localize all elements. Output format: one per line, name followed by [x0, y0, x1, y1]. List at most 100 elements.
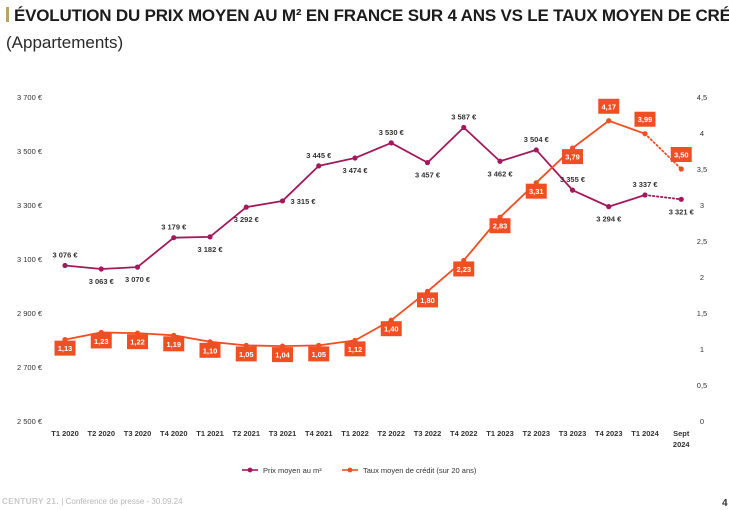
data-label-prix: 3 445 €: [306, 151, 332, 160]
data-label-prix: 3 457 €: [415, 171, 441, 180]
x-tick-label: T1 2024: [631, 429, 659, 438]
y-right-tick-label: 1,5: [697, 309, 707, 318]
data-label-taux: 1,12: [348, 345, 363, 354]
data-label-taux: 3,79: [565, 153, 580, 162]
x-tick-label: 2024: [673, 440, 691, 449]
series-line-prix: [64, 126, 646, 270]
data-label-box-taux: [417, 292, 438, 308]
y-left-tick-label: 2 500 €: [17, 417, 43, 426]
y-left-tick-label: 3 700 €: [17, 93, 43, 102]
data-label-box-taux: [489, 218, 511, 234]
x-tick-label: T1 2023: [486, 429, 514, 438]
y-right-tick-label: 3,5: [697, 165, 707, 174]
data-point: [207, 234, 213, 240]
data-point: [497, 158, 503, 164]
data-label-prix: 3 315 €: [291, 197, 317, 206]
data-label-box-taux: [634, 111, 656, 127]
x-tick-label: T1 2022: [341, 429, 369, 438]
data-labels: 3 076 € 3 063 € 3 070 € 3 179 € 3 182 € 3 292…: [52, 98, 695, 363]
x-tick-label: T4 2022: [450, 429, 478, 438]
y-left-tick-label: 3 100 €: [17, 255, 43, 264]
data-label-prix: 3 504 €: [524, 135, 550, 144]
data-point: [352, 155, 358, 161]
x-tick-label: T2 2020: [87, 429, 115, 438]
y-left-tick-label: 3 500 €: [17, 147, 43, 156]
x-tick-label: T1 2021: [196, 429, 224, 438]
y-right-tick-label: 4: [700, 129, 704, 138]
data-point: [279, 198, 286, 204]
data-point: [606, 204, 612, 210]
y-right-tick-label: 2,5: [697, 237, 707, 246]
y-right-tick-label: 2: [700, 273, 704, 282]
data-label-box-taux: [525, 183, 547, 199]
chart-title: ÉVOLUTION DU PRIX MOYEN AU M² EN FRANCE …: [6, 6, 729, 26]
data-label-taux: 1,04: [275, 351, 290, 360]
series-line-taux: [64, 119, 646, 348]
data-point: [569, 187, 576, 193]
data-label-prix: 3 179 €: [161, 223, 187, 232]
data-point: [461, 124, 467, 131]
data-point: [243, 204, 249, 210]
data-label-taux: 3,50: [674, 151, 689, 160]
x-tick-label: T4 2020: [160, 429, 188, 438]
data-point: [678, 166, 684, 172]
data-label-box-taux: [272, 347, 293, 363]
legend-label: Prix moyen au m²: [263, 466, 322, 475]
y-right-tick-label: 4,5: [697, 93, 707, 102]
data-label-box-taux: [90, 333, 112, 349]
data-label-taux: 1,19: [166, 340, 181, 349]
chart-title-text: ÉVOLUTION DU PRIX MOYEN AU M² EN FRANCE …: [14, 6, 729, 25]
data-label-prix: 3 076 €: [52, 250, 78, 259]
chart-legend: Prix moyen au m² Taux moyen de crédit (su…: [242, 466, 477, 475]
chart-series: [62, 118, 684, 349]
footer-brand: CENTURY 21.: [2, 497, 60, 506]
data-label-taux: 2,83: [493, 222, 508, 231]
x-tick-label: T3 2022: [414, 429, 442, 438]
data-label-prix: 3 530 €: [379, 128, 405, 137]
data-label-prix: 3 321 €: [669, 207, 695, 216]
chart-subtitle: (Appartements): [6, 33, 124, 52]
data-label-box-taux: [235, 346, 257, 362]
data-point: [678, 196, 684, 202]
data-label-box-taux: [670, 147, 692, 162]
data-point: [533, 147, 539, 153]
data-point: [134, 264, 141, 270]
data-label-taux: 1,80: [420, 296, 435, 305]
x-tick-label: T4 2021: [305, 429, 333, 438]
data-point: [642, 131, 648, 137]
y-left-tick-label: 2 700 €: [17, 363, 43, 372]
x-tick-label: T2 2023: [522, 429, 550, 438]
data-label-box-taux: [598, 98, 620, 114]
x-tick-label: Sept: [673, 429, 690, 438]
data-label-box-taux: [163, 336, 185, 352]
y-right-tick-label: 1: [700, 345, 704, 354]
data-label-prix: 3 292 €: [234, 215, 260, 224]
data-point: [424, 160, 431, 166]
data-label-prix: 3 355 €: [560, 175, 586, 184]
data-label-prix: 3 063 €: [89, 277, 115, 286]
data-label-taux: 2,23: [456, 265, 471, 274]
x-tick-label: T2 2021: [232, 429, 260, 438]
y-left-tick-label: 3 300 €: [17, 201, 43, 210]
x-tick-label: T4 2023: [595, 429, 623, 438]
title-accent-bar: [6, 7, 9, 22]
data-label-taux: 3,99: [638, 115, 653, 124]
legend-marker: [347, 467, 353, 473]
chart-axes: 2 500 € 2 700 € 2 900 € 3 100 € 3 300 € 3 500…: [17, 93, 707, 449]
data-label-taux: 1,23: [94, 337, 109, 346]
data-label-prix: 3 474 €: [342, 166, 368, 175]
data-point: [171, 235, 177, 241]
data-label-taux: 1,40: [384, 325, 399, 334]
legend-label: Taux moyen de crédit (sur 20 ans): [363, 466, 477, 475]
data-label-taux: 1,22: [130, 338, 145, 347]
data-point: [642, 192, 648, 198]
data-label-box-taux: [199, 342, 221, 358]
x-tick-label: T2 2022: [377, 429, 405, 438]
y-right-tick-label: 3: [700, 201, 704, 210]
series-line-forecast: [644, 132, 683, 170]
y-right-tick-label: 0: [700, 417, 704, 426]
data-label-box-taux: [344, 341, 366, 357]
x-tick-label: T3 2023: [559, 429, 587, 438]
footer: CENTURY 21. | Conférence de presse - 30.…: [2, 497, 183, 506]
